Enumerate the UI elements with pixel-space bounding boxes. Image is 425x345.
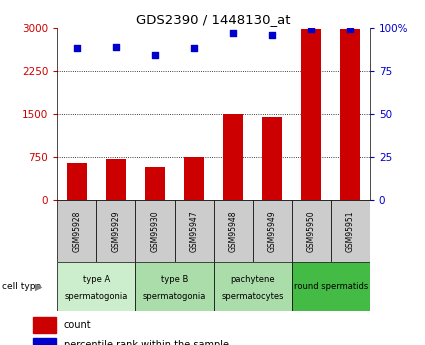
Point: [269, 32, 275, 37]
Point: [230, 30, 236, 36]
Text: GSM95929: GSM95929: [111, 210, 120, 252]
Text: round spermatids: round spermatids: [294, 282, 368, 291]
Point: [347, 27, 354, 32]
Bar: [301, 29, 321, 200]
Bar: [67, 163, 87, 200]
Bar: [136, 262, 213, 310]
Text: GSM95947: GSM95947: [190, 210, 198, 252]
Text: spermatogonia: spermatogonia: [143, 293, 206, 302]
Point: [152, 52, 159, 58]
Bar: [33, 337, 56, 345]
Text: GSM95949: GSM95949: [268, 210, 277, 252]
Bar: [33, 317, 56, 333]
Bar: [292, 200, 331, 262]
Text: GSM95948: GSM95948: [229, 210, 238, 252]
Text: cell type: cell type: [2, 282, 41, 291]
Text: GSM95928: GSM95928: [72, 210, 82, 252]
Point: [113, 44, 119, 49]
Text: GSM95930: GSM95930: [150, 210, 159, 252]
Text: ▶: ▶: [35, 282, 43, 291]
Text: type B: type B: [161, 275, 188, 284]
Bar: [252, 200, 292, 262]
Title: GDS2390 / 1448130_at: GDS2390 / 1448130_at: [136, 13, 291, 27]
Bar: [57, 200, 96, 262]
Bar: [145, 167, 165, 200]
Point: [74, 46, 80, 51]
Bar: [223, 115, 243, 200]
Bar: [331, 200, 370, 262]
Bar: [136, 200, 175, 262]
Point: [308, 27, 314, 32]
Text: spermatocytes: spermatocytes: [221, 293, 284, 302]
Bar: [340, 29, 360, 200]
Bar: [96, 200, 136, 262]
Text: type A: type A: [83, 275, 110, 284]
Bar: [184, 157, 204, 200]
Text: spermatogonia: spermatogonia: [65, 293, 128, 302]
Text: GSM95950: GSM95950: [307, 210, 316, 252]
Bar: [57, 262, 136, 310]
Bar: [175, 200, 213, 262]
Bar: [292, 262, 370, 310]
Text: count: count: [64, 320, 91, 330]
Text: GSM95951: GSM95951: [346, 210, 355, 252]
Bar: [106, 159, 126, 200]
Point: [191, 46, 198, 51]
Text: percentile rank within the sample: percentile rank within the sample: [64, 341, 229, 345]
Bar: [213, 200, 252, 262]
Bar: [213, 262, 292, 310]
Text: pachytene: pachytene: [230, 275, 275, 284]
Bar: [262, 117, 282, 200]
